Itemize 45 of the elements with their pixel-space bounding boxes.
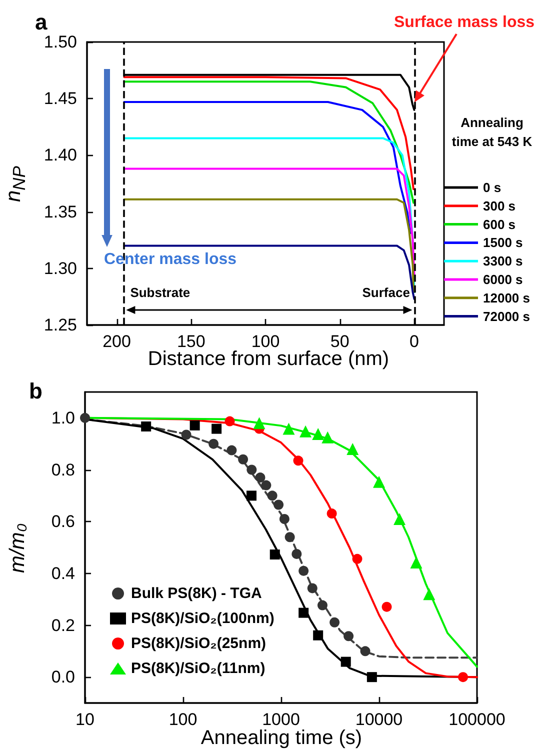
x-tick-label: 100: [251, 332, 280, 351]
chart-title: a: [35, 10, 48, 34]
text: Surface mass loss: [394, 14, 535, 32]
legend-label: Bulk PS(8K) - TGA: [131, 585, 262, 602]
y-tick-label: 0.6: [51, 512, 75, 532]
x-tick-label: 10: [76, 710, 94, 729]
x-tick-label: 200: [102, 332, 131, 351]
x-tick-label: 1000: [262, 710, 300, 729]
y-tick-label: 1.40: [44, 146, 77, 165]
y-tick-label: 0.8: [51, 460, 75, 480]
y-tick-label: 0.4: [51, 564, 75, 583]
x-tick-label: 50: [330, 332, 350, 351]
annotation: Substrate: [130, 285, 190, 300]
x-tick-label: 150: [176, 332, 206, 351]
x-axis-title: Distance from surface (nm): [148, 348, 390, 370]
legend-label: 300 s: [483, 198, 516, 214]
legend-label: PS(8K)/SiO₂(11nm): [131, 660, 266, 677]
y-tick-label: 1.30: [44, 258, 77, 278]
x-tick-label: 10000: [355, 710, 403, 729]
line-series: [123, 100, 412, 234]
annotation: Center mass loss: [104, 251, 237, 269]
annotation: Surface: [362, 285, 410, 300]
legend-label: 600 s: [483, 216, 516, 232]
x-tick-label: 100000: [448, 710, 506, 729]
y-tick-label: 1.45: [44, 89, 77, 108]
legend-label: 72000 s: [483, 308, 530, 324]
legend-label: PS(8K)/SiO₂(25nm): [131, 635, 266, 652]
legend-title: Annealing time at 543 K: [449, 113, 535, 151]
x-tick-label: 100: [168, 710, 198, 729]
y-tick-label: 0.2: [51, 616, 75, 635]
legend-label: 3300 s: [483, 254, 523, 269]
legend-label: 12000 s: [483, 290, 530, 306]
y-axis-title: m/m₀: [6, 522, 30, 572]
x-axis-title: Annealing time (s): [200, 727, 362, 749]
y-tick-label: 1.25: [44, 316, 77, 334]
legend-label: PS(8K)/SiO₂(100nm): [131, 610, 274, 627]
y-tick-label: 0.0: [51, 668, 75, 687]
legend-label: 0 s: [483, 180, 502, 195]
legend-label: 6000 s: [483, 272, 523, 287]
x-tick-label: 0: [410, 332, 419, 351]
y-tick-label: 1.35: [44, 202, 77, 222]
chart-title: b: [29, 378, 42, 404]
y-tick-label: 1.0: [51, 408, 75, 428]
legend-label: 1500 s: [483, 235, 523, 250]
y-tick-label: 1.50: [44, 32, 77, 52]
